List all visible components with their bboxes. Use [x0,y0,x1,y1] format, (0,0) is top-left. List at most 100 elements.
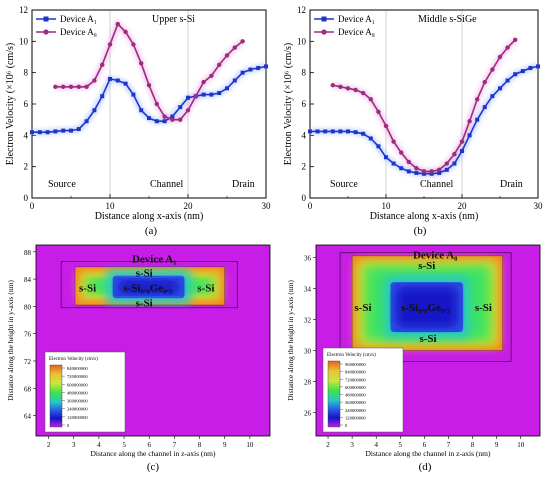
colorbar-value: 480000000 [345,393,366,398]
colorbar-value: 120000000 [67,415,88,420]
data-point-square [482,105,487,110]
x-tick-label: 0 [308,201,313,211]
x-tick-label: 9 [495,441,499,449]
x-tick-label: 2 [326,441,330,449]
y-tick-label: 72 [24,358,32,366]
data-point-square [248,67,253,72]
data-point-circle [345,86,351,91]
y-tick-label: 76 [24,331,32,339]
region-label: s-Si [136,267,153,279]
data-point-square [368,136,373,141]
x-tick-label: 0 [30,201,35,211]
data-point-square [30,130,34,135]
data-point-square [513,72,518,77]
data-point-circle [193,93,198,99]
plot-frame [31,9,267,199]
colorbar-value: 480000000 [67,390,88,395]
line-chart-b: 0 10 20 30 0 2 4 6 8 10 12 Distance along x-axis (n… [283,5,543,237]
x-tick-label: 3 [72,441,76,449]
x-tick-label: 6 [423,441,427,449]
y-tick-label: 30 [304,348,312,356]
data-point-square [217,91,222,96]
region-label: s-Si [197,282,214,294]
colorbar-value: 240000000 [67,407,88,412]
region-label: Drain [232,179,255,190]
data-point-square [170,114,175,119]
y-tick-label: 0 [24,193,29,203]
data-point-circle [92,78,97,83]
data-point-circle [482,79,487,85]
data-point-square [131,92,136,97]
x-tick-label: 9 [223,441,227,449]
y-tick-label: 68 [24,385,32,393]
y-axis-label: Electron Velocity (×10⁶ (cm/s) [283,43,294,166]
data-point-circle [338,84,343,89]
x-tick-label: 6 [147,441,151,449]
data-point-square [308,129,312,134]
data-point-square [45,130,50,135]
data-point-square [452,161,457,166]
y-tick-label: 88 [24,249,32,257]
x-tick-label: 7 [447,441,451,449]
data-point-square [84,119,89,124]
data-point-circle [490,67,495,72]
colorbar-value: 0 [345,423,348,428]
legend-entry: Device A₁ [60,14,97,24]
data-point-square [391,161,396,166]
data-point-circle [209,73,214,79]
device-title: Device A₈ [413,249,458,261]
block-outline [74,266,225,306]
data-point-square [92,108,97,113]
y-tick-label: 36 [304,254,312,262]
data-point-circle [61,84,66,89]
y-tick-label: 84 [24,276,32,284]
colorbar-value: 360000000 [67,399,88,404]
legend-entry: Device A₈ [60,27,97,37]
panel-caption: (c) [147,461,160,473]
y-tick-label: 6 [24,99,29,109]
region-label: s-Si [418,260,435,272]
data-point-square [108,76,112,81]
colorbar-value: 360000000 [345,400,366,405]
x-tick-label: 4 [97,441,101,449]
region-label: s-Si [354,302,371,314]
data-point-circle [505,45,510,50]
data-point-square [61,128,66,133]
data-point-square [147,116,151,121]
x-tick-label: 5 [122,441,126,449]
x-tick-label: 7 [173,441,177,449]
data-point-circle [84,84,89,89]
line-chart-a: 0 10 20 30 0 2 4 6 8 10 12 Distance along x-axis (n… [5,5,271,237]
data-point-square [232,78,237,83]
y-tick-label: 12 [297,5,306,15]
y-axis-label: Distance along the height in y-axis (nm) [286,280,295,401]
data-point-square [475,117,480,122]
data-point-circle [513,37,518,42]
data-point-circle [131,42,136,47]
data-point-square [37,130,42,135]
x-tick-label: 20 [458,201,468,211]
y-tick-label: 12 [19,5,28,15]
data-point-square [225,86,229,91]
data-point-circle [232,45,237,50]
data-point-square [154,119,159,124]
data-point-circle [383,123,389,129]
x-tick-label: 10 [517,441,525,449]
x-tick-label: 2 [47,441,51,449]
data-point-circle [353,87,358,93]
data-point-square [115,78,120,83]
data-point-circle [224,53,230,58]
data-point-square [429,171,434,176]
data-point-square [361,131,366,136]
region-label: s-Si [79,282,96,294]
region-label: s-Si [419,333,436,345]
colorbar-value: 720000000 [67,374,88,379]
region-label: s-Si₀.₈Ge₀.₂ [123,282,173,294]
x-tick-label: 10 [106,201,116,211]
data-point-square [186,95,190,100]
data-point-circle [421,169,427,174]
legend-entry: Device A₈ [338,27,375,37]
series-line [55,22,244,121]
colorbar-value: 960000000 [345,362,366,367]
